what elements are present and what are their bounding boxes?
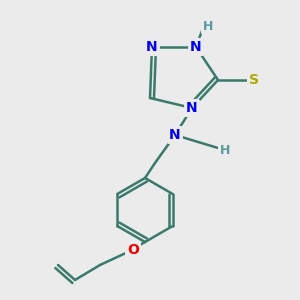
Text: O: O — [127, 243, 139, 257]
Text: N: N — [190, 40, 202, 54]
Text: H: H — [203, 20, 213, 32]
Text: H: H — [220, 143, 230, 157]
Text: N: N — [146, 40, 158, 54]
Text: N: N — [186, 101, 198, 115]
Text: N: N — [169, 128, 181, 142]
Text: S: S — [249, 73, 259, 87]
